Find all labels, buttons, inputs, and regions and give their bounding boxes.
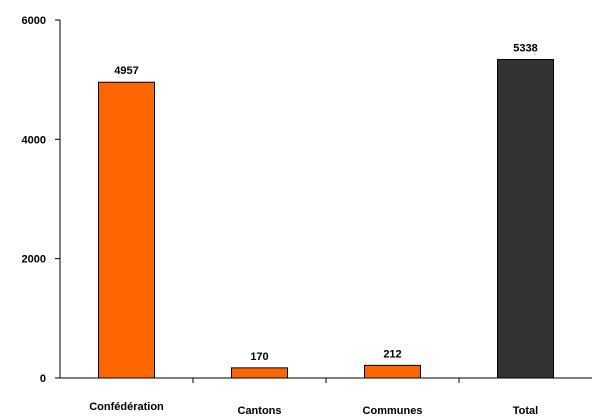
category-label: Total xyxy=(513,405,538,417)
bar-4 xyxy=(497,58,554,379)
bar-3 xyxy=(364,364,421,379)
category-label: Confédération xyxy=(89,401,164,413)
data-label: 212 xyxy=(383,348,401,360)
data-labels: 4957 170 212 5338 xyxy=(114,42,537,362)
y-tick-label: 4000 xyxy=(22,134,46,146)
data-label: 4957 xyxy=(114,65,138,77)
bars xyxy=(98,58,554,379)
bar-2 xyxy=(231,367,288,379)
data-label: 170 xyxy=(250,351,268,363)
y-tick-label: 0 xyxy=(40,373,46,385)
category-label: Communes xyxy=(363,405,423,417)
category-label: Cantons xyxy=(238,405,282,417)
bar-1 xyxy=(98,81,155,379)
y-axis: 0 2000 4000 6000 xyxy=(22,15,61,385)
x-axis: Confédération Cantons Communes Total xyxy=(60,377,592,417)
data-label: 5338 xyxy=(513,42,537,54)
y-tick-label: 2000 xyxy=(22,254,46,266)
y-tick-label: 6000 xyxy=(22,15,46,27)
